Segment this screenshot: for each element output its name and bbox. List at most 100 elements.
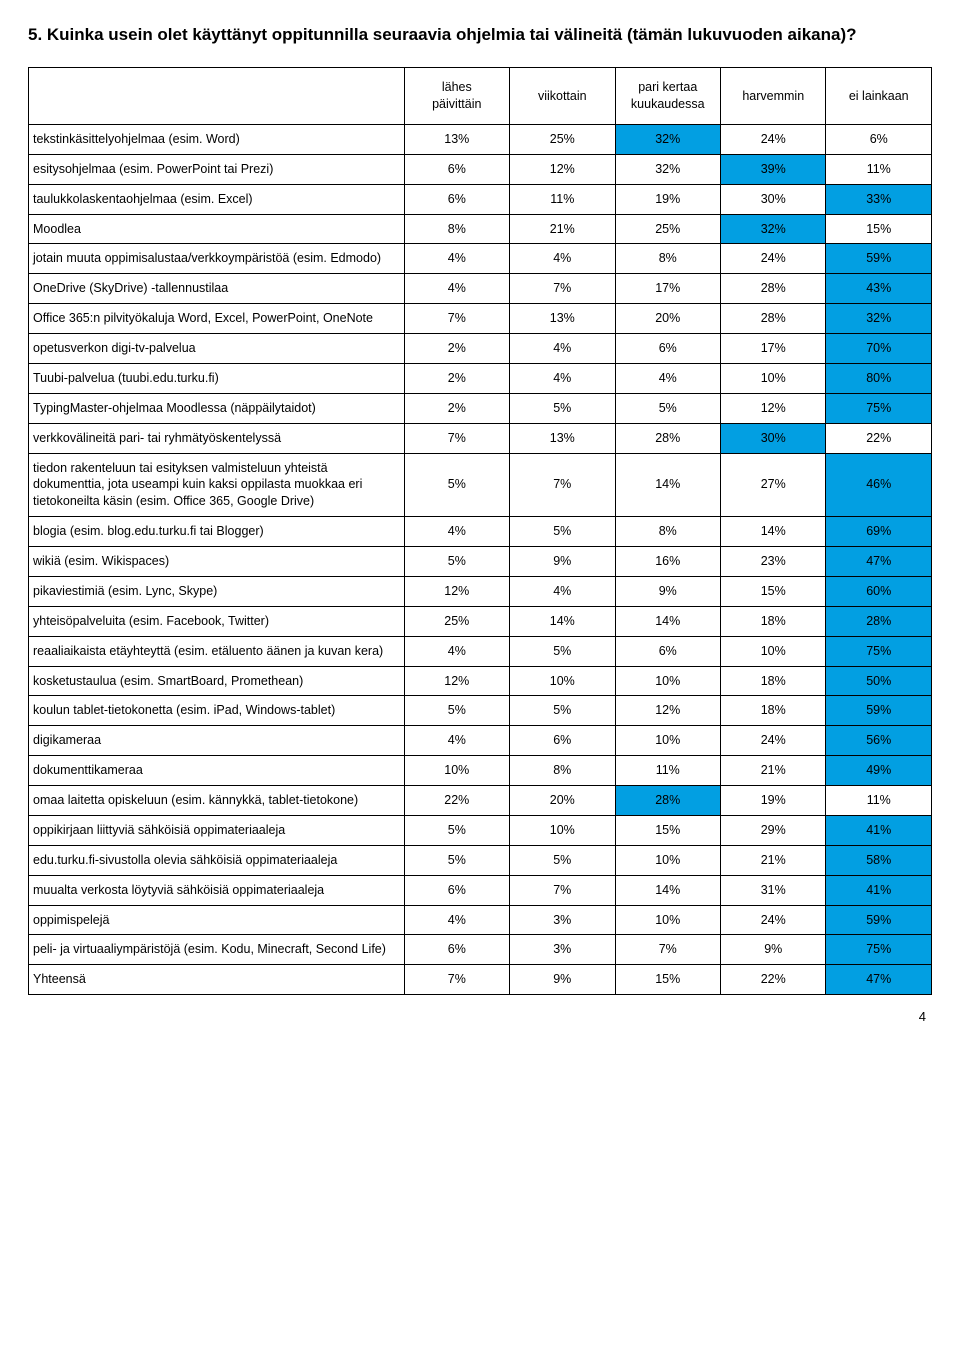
row-label: koulun tablet-tietokonetta (esim. iPad, …: [29, 696, 405, 726]
cell-value: 8%: [404, 214, 509, 244]
row-label: esitysohjelmaa (esim. PowerPoint tai Pre…: [29, 154, 405, 184]
cell-value: 15%: [615, 815, 720, 845]
row-label: oppimispelejä: [29, 905, 405, 935]
cell-value: 47%: [826, 547, 932, 577]
cell-value: 8%: [615, 244, 720, 274]
cell-value: 21%: [721, 845, 826, 875]
cell-value: 15%: [615, 965, 720, 995]
question-title: 5. Kuinka usein olet käyttänyt oppitunni…: [28, 24, 932, 47]
row-label: omaa laitetta opiskeluun (esim. kännykkä…: [29, 786, 405, 816]
cell-value: 12%: [615, 696, 720, 726]
cell-value: 13%: [404, 124, 509, 154]
cell-value: 33%: [826, 184, 932, 214]
row-label: taulukkolaskentaohjelmaa (esim. Excel): [29, 184, 405, 214]
cell-value: 39%: [721, 154, 826, 184]
cell-value: 8%: [510, 756, 615, 786]
cell-value: 7%: [510, 875, 615, 905]
cell-value: 49%: [826, 756, 932, 786]
table-row: esitysohjelmaa (esim. PowerPoint tai Pre…: [29, 154, 932, 184]
cell-value: 6%: [404, 184, 509, 214]
cell-value: 70%: [826, 334, 932, 364]
cell-value: 18%: [721, 666, 826, 696]
cell-value: 60%: [826, 576, 932, 606]
table-row: wikiä (esim. Wikispaces)5%9%16%23%47%: [29, 547, 932, 577]
cell-value: 5%: [510, 845, 615, 875]
cell-value: 21%: [721, 756, 826, 786]
cell-value: 27%: [721, 453, 826, 517]
cell-value: 14%: [615, 875, 720, 905]
cell-value: 6%: [404, 935, 509, 965]
cell-value: 32%: [826, 304, 932, 334]
cell-value: 4%: [404, 636, 509, 666]
table-row: koulun tablet-tietokonetta (esim. iPad, …: [29, 696, 932, 726]
row-label: verkkovälineitä pari- tai ryhmätyöskente…: [29, 423, 405, 453]
page-number: 4: [28, 1009, 932, 1024]
cell-value: 4%: [404, 274, 509, 304]
cell-value: 41%: [826, 815, 932, 845]
table-row: dokumenttikameraa10%8%11%21%49%: [29, 756, 932, 786]
cell-value: 10%: [510, 666, 615, 696]
cell-value: 28%: [826, 606, 932, 636]
cell-value: 18%: [721, 606, 826, 636]
row-label: opetusverkon digi-tv-palvelua: [29, 334, 405, 364]
cell-value: 6%: [615, 636, 720, 666]
cell-value: 6%: [404, 154, 509, 184]
cell-value: 22%: [721, 965, 826, 995]
header-empty: [29, 67, 405, 124]
table-row: Yhteensä7%9%15%22%47%: [29, 965, 932, 995]
row-label: dokumenttikameraa: [29, 756, 405, 786]
row-label: muualta verkosta löytyviä sähköisiä oppi…: [29, 875, 405, 905]
cell-value: 10%: [615, 726, 720, 756]
cell-value: 25%: [404, 606, 509, 636]
table-row: OneDrive (SkyDrive) -tallennustilaa4%7%1…: [29, 274, 932, 304]
table-row: opetusverkon digi-tv-palvelua2%4%6%17%70…: [29, 334, 932, 364]
row-label: peli- ja virtuaaliympäristöjä (esim. Kod…: [29, 935, 405, 965]
cell-value: 24%: [721, 124, 826, 154]
cell-value: 5%: [615, 393, 720, 423]
cell-value: 16%: [615, 547, 720, 577]
cell-value: 25%: [615, 214, 720, 244]
cell-value: 12%: [510, 154, 615, 184]
row-label: Tuubi-palvelua (tuubi.edu.turku.fi): [29, 363, 405, 393]
cell-value: 17%: [615, 274, 720, 304]
cell-value: 32%: [615, 154, 720, 184]
cell-value: 10%: [615, 845, 720, 875]
cell-value: 4%: [404, 244, 509, 274]
cell-value: 10%: [404, 756, 509, 786]
cell-value: 50%: [826, 666, 932, 696]
cell-value: 14%: [510, 606, 615, 636]
table-header-row: lähespäivittäinviikottainpari kertaakuuk…: [29, 67, 932, 124]
cell-value: 24%: [721, 905, 826, 935]
cell-value: 59%: [826, 905, 932, 935]
cell-value: 10%: [721, 363, 826, 393]
cell-value: 4%: [404, 517, 509, 547]
cell-value: 5%: [404, 696, 509, 726]
cell-value: 4%: [510, 363, 615, 393]
cell-value: 30%: [721, 184, 826, 214]
cell-value: 21%: [510, 214, 615, 244]
cell-value: 25%: [510, 124, 615, 154]
cell-value: 80%: [826, 363, 932, 393]
table-row: digikameraa4%6%10%24%56%: [29, 726, 932, 756]
row-label: Yhteensä: [29, 965, 405, 995]
cell-value: 28%: [721, 274, 826, 304]
cell-value: 8%: [615, 517, 720, 547]
cell-value: 41%: [826, 875, 932, 905]
row-label: edu.turku.fi-sivustolla olevia sähköisiä…: [29, 845, 405, 875]
row-label: kosketustaulua (esim. SmartBoard, Promet…: [29, 666, 405, 696]
cell-value: 10%: [615, 905, 720, 935]
cell-value: 11%: [510, 184, 615, 214]
table-row: TypingMaster-ohjelmaa Moodlessa (näppäil…: [29, 393, 932, 423]
cell-value: 10%: [510, 815, 615, 845]
table-row: kosketustaulua (esim. SmartBoard, Promet…: [29, 666, 932, 696]
row-label: yhteisöpalveluita (esim. Facebook, Twitt…: [29, 606, 405, 636]
cell-value: 20%: [510, 786, 615, 816]
cell-value: 22%: [404, 786, 509, 816]
row-label: jotain muuta oppimisalustaa/verkkoympäri…: [29, 244, 405, 274]
table-row: muualta verkosta löytyviä sähköisiä oppi…: [29, 875, 932, 905]
table-row: reaaliaikaista etäyhteyttä (esim. etälue…: [29, 636, 932, 666]
cell-value: 15%: [826, 214, 932, 244]
cell-value: 24%: [721, 726, 826, 756]
column-header: lähespäivittäin: [404, 67, 509, 124]
cell-value: 28%: [615, 786, 720, 816]
